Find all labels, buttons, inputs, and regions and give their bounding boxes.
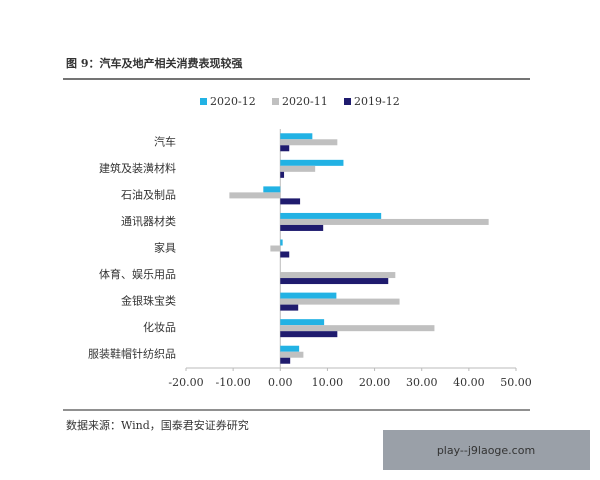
y-tick-label: 金银珠宝类 [121,294,176,308]
bar [280,272,396,279]
bar [280,139,338,146]
y-tick-label: 家具 [154,241,176,255]
bar [280,165,316,172]
legend-swatch [200,98,207,105]
bar [280,133,313,140]
bar [280,278,389,285]
x-tick-label: 40.00 [453,376,485,389]
bar [280,298,400,305]
bar [280,325,435,332]
bar [229,192,281,199]
bar [280,251,290,258]
y-tick-label: 汽车 [154,134,176,148]
chart-title: 图 9：汽车及地产相关消费表现较强 [66,56,242,70]
bar [280,345,300,352]
bar [263,186,281,193]
y-tick-label: 建筑及装潢材料 [99,161,176,175]
bar [280,198,301,205]
bar [280,331,338,338]
bar [280,224,324,231]
y-tick-label: 体育、娱乐用品 [99,267,176,281]
bar [270,245,281,252]
bar [280,159,344,166]
legend-label: 2019-12 [354,95,400,108]
y-tick-label: 石油及制品 [121,187,176,201]
bar [280,212,382,219]
x-tick-label: 20.00 [359,376,391,389]
legend-swatch [344,98,351,105]
source-note: 数据来源：Wind，国泰君安证券研究 [66,418,249,432]
bar [280,171,285,178]
x-tick-label: -10.00 [216,376,251,389]
watermark-box [383,430,590,470]
legend-label: 2020-11 [282,95,328,108]
bar [280,292,337,299]
bar [280,319,325,326]
y-tick-label: 化妆品 [143,320,176,334]
y-tick-label: 服装鞋帽针纺织品 [88,347,176,361]
bar [280,304,299,311]
watermark: play--j9laoge.com [437,444,535,457]
bar [280,357,291,364]
x-tick-label: 30.00 [406,376,438,389]
bar [280,239,283,246]
x-tick-label: -20.00 [168,376,203,389]
bar [280,351,304,358]
x-tick-label: 50.00 [500,376,532,389]
bar [280,218,489,225]
legend-swatch [272,98,279,105]
x-tick-label: 0.00 [268,376,293,389]
y-tick-label: 通讯器材类 [121,214,176,228]
legend-label: 2020-12 [210,95,256,108]
bar [280,145,290,152]
x-tick-label: 10.00 [312,376,344,389]
